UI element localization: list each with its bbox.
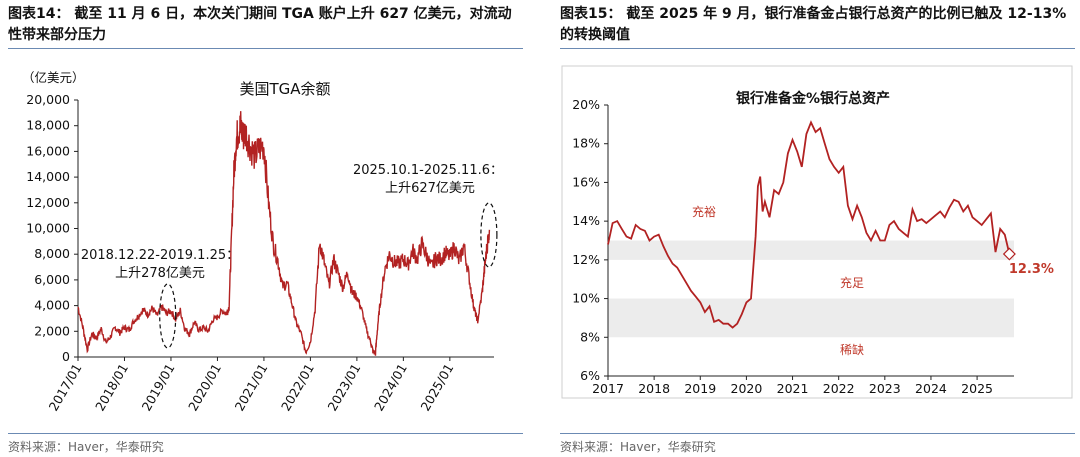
- left-y-tick-label: 4,000: [34, 298, 70, 313]
- right-threshold-band: [608, 240, 1014, 260]
- right-x-tick-label: 2019: [684, 381, 716, 396]
- left-annotation-2025-line2: 上升627亿美元: [385, 181, 475, 196]
- left-x-tick-label: 2018/01: [92, 361, 131, 413]
- right-y-tick-label: 10%: [572, 291, 600, 306]
- left-x-tick-label: 2019/01: [139, 361, 178, 413]
- right-x-tick-label: 2022: [823, 381, 855, 396]
- right-x-tick-label: 2017: [592, 381, 624, 396]
- right-y-tick-label: 18%: [572, 136, 600, 151]
- left-annotation-ellipse-2019: [159, 283, 177, 349]
- left-chart: （亿美元） 美国TGA余额 0 2,000 4,000 6,000 8,000 10,000 1…: [22, 70, 503, 413]
- right-chart-frame: [561, 65, 1073, 399]
- left-y-tick-label: 6,000: [34, 272, 70, 287]
- left-y-tick-label: 2,000: [34, 323, 70, 338]
- left-x-tick-label: 2024/01: [371, 361, 410, 413]
- left-chart-title: 美国TGA余额: [239, 80, 330, 98]
- left-annotation-2025-line1: 2025.10.1-2025.11.6：: [353, 163, 503, 178]
- left-figure: 图表14： 截至 11 月 6 日，本次关门期间 TGA 账户上升 627 亿美…: [0, 0, 528, 457]
- left-x-tick-label: 2022/01: [278, 361, 317, 413]
- right-x-tick-label: 2023: [869, 381, 901, 396]
- left-figure-title: 图表14： 截至 11 月 6 日，本次关门期间 TGA 账户上升 627 亿美…: [8, 6, 512, 43]
- right-figure: 图表15： 截至 2025 年 9 月，银行准备金占银行总资产的比例已触及 12…: [552, 0, 1080, 457]
- left-annotation-ellipse-2025: [480, 202, 498, 268]
- right-zone-label-scarce: 稀缺: [840, 342, 864, 357]
- right-source: 资料来源：Haver，华泰研究: [560, 440, 716, 454]
- right-x-tick-label: 2018: [638, 381, 670, 396]
- left-y-tick-label: 16,000: [26, 143, 70, 158]
- left-y-tick-label: 12,000: [26, 195, 70, 210]
- right-threshold-band: [608, 298, 1014, 338]
- right-zone-label-adequate: 充足: [840, 275, 864, 290]
- right-y-tick-label: 16%: [572, 174, 600, 189]
- right-x-tick-label: 2021: [777, 381, 809, 396]
- left-y-tick-label: 0: [62, 349, 70, 364]
- right-y-tick-label: 20%: [572, 97, 600, 112]
- right-x-tick-label: 2025: [961, 381, 993, 396]
- right-x-tick-label: 2020: [731, 381, 763, 396]
- right-chart-title: 银行准备金%银行总资产: [736, 90, 890, 107]
- right-y-tick-label: 8%: [580, 329, 600, 344]
- right-y-tick-label: 6%: [580, 368, 600, 383]
- right-end-label: 12.3%: [1009, 262, 1054, 277]
- left-y-tick-label: 8,000: [34, 246, 70, 261]
- left-annotation-2019-line2: 上升278亿美元: [115, 266, 205, 281]
- left-unit-label: （亿美元）: [22, 70, 85, 85]
- left-x-tick-label: 2020/01: [185, 361, 224, 413]
- left-source: 资料来源：Haver，华泰研究: [8, 440, 164, 454]
- left-y-tick-label: 20,000: [26, 92, 70, 107]
- left-x-tick-label: 2017/01: [46, 361, 85, 413]
- right-figure-title: 图表15： 截至 2025 年 9 月，银行准备金占银行总资产的比例已触及 12…: [560, 6, 1067, 43]
- left-annotation-2019-line1: 2018.12.22-2019.1.25：: [81, 248, 239, 263]
- left-y-tick-label: 14,000: [26, 169, 70, 184]
- left-x-tick-label: 2025/01: [417, 361, 456, 413]
- right-end-marker: [1002, 247, 1016, 261]
- left-footer-rule: [8, 433, 523, 434]
- right-zone-label-ample: 充裕: [692, 204, 716, 219]
- left-y-tick-label: 18,000: [26, 118, 70, 133]
- left-x-tick-label: 2023/01: [325, 361, 364, 413]
- right-footer-rule: [560, 433, 1075, 434]
- right-series-line: [607, 120, 1011, 329]
- left-series-line: [77, 111, 491, 356]
- right-chart: 银行准备金%银行总资产 6% 8% 10% 12% 14% 16% 18% 20% 2017 201…: [561, 65, 1073, 399]
- left-x-tick-label: 2021/01: [232, 361, 271, 413]
- left-title-rule: [8, 48, 523, 49]
- right-x-tick-label: 2024: [915, 381, 947, 396]
- right-title-rule: [560, 48, 1075, 49]
- left-y-tick-label: 10,000: [26, 221, 70, 236]
- right-y-tick-label: 12%: [572, 252, 600, 267]
- right-y-tick-label: 14%: [572, 213, 600, 228]
